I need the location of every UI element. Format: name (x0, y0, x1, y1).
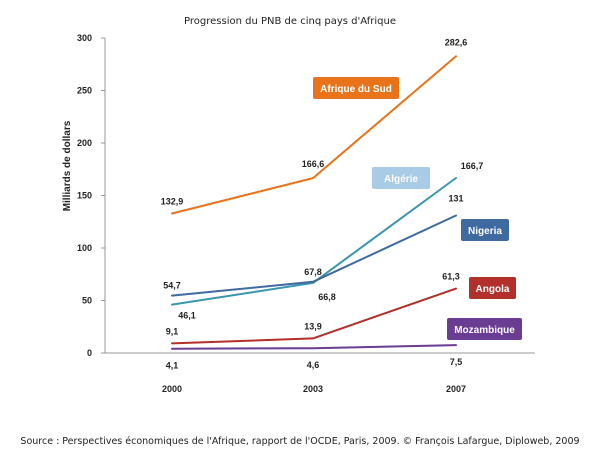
y-tick-label: 50 (82, 296, 92, 306)
legend-label: Angola (476, 284, 510, 295)
source-note: Source : Perspectives économiques de l'A… (20, 436, 579, 447)
y-axis-label: Milliards de dollars (62, 120, 73, 211)
data-label: 4,1 (166, 361, 179, 371)
data-label: 54,7 (163, 281, 181, 291)
legend-label: Nigeria (468, 226, 502, 237)
series-line-nigeria (171, 214, 457, 297)
x-tick-label: 2003 (303, 384, 323, 394)
chart-title: Progression du PNB de cinq pays d'Afriqu… (184, 16, 396, 27)
x-tick-label: 2000 (162, 384, 182, 394)
data-label: 131 (448, 193, 463, 203)
legend-box (469, 277, 516, 299)
data-label: 282,6 (445, 37, 468, 47)
y-tick-label: 200 (77, 138, 92, 148)
y-tick-label: 150 (77, 191, 92, 201)
data-label: 7,5 (450, 357, 463, 367)
series-line-mozambique (171, 344, 457, 350)
legend-label: Mozambique (454, 325, 515, 336)
y-tick-label: 100 (77, 243, 92, 253)
data-label: 13,9 (304, 321, 322, 331)
legend-label: Algérie (384, 174, 418, 185)
data-label: 46,1 (178, 311, 196, 321)
data-label: 61,3 (442, 272, 460, 282)
data-label: 132,9 (161, 196, 184, 206)
legend-box (372, 167, 430, 189)
legend-box (461, 219, 509, 241)
data-label: 66,8 (318, 292, 336, 302)
x-tick-label: 2007 (446, 384, 466, 394)
y-tick-label: 0 (87, 348, 92, 358)
y-tick-label: 250 (77, 86, 92, 96)
legend-box (447, 318, 522, 340)
data-label: 166,7 (461, 161, 484, 171)
series-line-alg-rie (171, 177, 457, 306)
series-line-afrique-du-sud (171, 55, 457, 215)
legend-label: Afrique du Sud (320, 84, 392, 95)
data-label: 9,1 (166, 326, 179, 336)
series-line-angola (171, 287, 457, 345)
data-label: 67,8 (304, 267, 322, 277)
data-label: 166,6 (302, 159, 325, 169)
legend-box (313, 77, 399, 99)
y-tick-label: 300 (77, 33, 92, 43)
data-label: 4,6 (307, 360, 320, 370)
